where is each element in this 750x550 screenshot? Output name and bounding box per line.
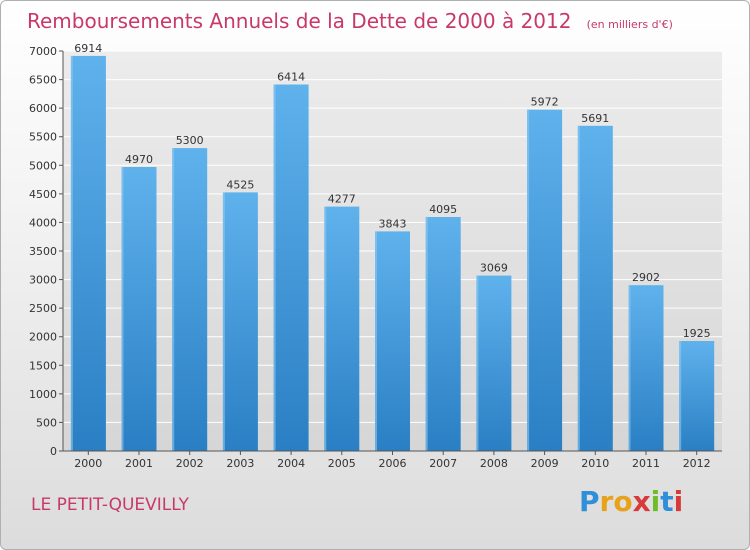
bar-2005 [324,206,360,451]
y-tick-label: 7000 [29,45,57,58]
bars-layer [70,55,715,452]
chart-subtitle: (en milliers d'€) [586,18,673,31]
bar-2004 [273,84,309,451]
y-tick-label: 500 [36,416,57,429]
x-tick-label-2000: 2000 [74,457,102,470]
data-label-2005: 4277 [328,193,356,206]
bar-highlight [628,285,631,451]
data-label-2011: 2902 [632,271,660,284]
bar-highlight [222,192,225,451]
data-label-2003: 4525 [226,178,254,191]
bar-highlight [273,84,276,451]
data-label-2002: 5300 [176,134,204,147]
bar-highlight [527,109,530,451]
x-tick-label-2012: 2012 [683,457,711,470]
bar-2002 [172,148,208,451]
y-tick-label: 0 [50,445,57,458]
bar-highlight [70,55,73,452]
bar-2003 [222,192,258,451]
x-tick-label-2003: 2003 [226,457,254,470]
data-label-2012: 1925 [683,327,711,340]
labels-layer: 0 500 1000 1500 2000 2500 3000 3500 4000 4500 5000… [29,42,711,470]
data-label-2010: 5691 [581,112,609,125]
bar-2009 [527,109,563,451]
bar-2007 [425,217,461,451]
x-tick-label-2009: 2009 [531,457,559,470]
data-label-2007: 4095 [429,203,457,216]
data-label-2009: 5972 [531,96,559,109]
y-tick-label: 4500 [29,188,57,201]
data-label-2004: 6414 [277,71,305,84]
x-tick-label-2002: 2002 [176,457,204,470]
bar-highlight [121,167,124,451]
y-tick-label: 6500 [29,74,57,87]
bar-highlight [375,231,377,451]
x-tick-label-2007: 2007 [429,457,457,470]
title-row: Remboursements Annuels de la Dette de 20… [27,9,673,33]
data-label-2000: 6914 [74,42,102,55]
bar-2001 [121,167,157,451]
y-tick-label: 4000 [29,216,57,229]
bar-highlight [577,125,580,452]
bar-2012 [679,341,715,451]
bar-highlight [476,275,479,451]
x-tick-label-2006: 2006 [379,457,407,470]
y-tick-label: 2000 [29,331,57,344]
bar-highlight [172,148,175,451]
y-tick-label: 1500 [29,359,57,372]
y-tick-label: 3000 [29,274,57,287]
bar-2011 [628,285,664,451]
bar-highlight [324,206,327,451]
y-tick-label: 6000 [29,102,57,115]
bar-2000 [70,55,106,452]
bar-highlight [425,217,428,451]
x-tick-label-2001: 2001 [125,457,153,470]
y-tick-label: 1000 [29,388,57,401]
bar-2006 [375,231,410,451]
data-label-2001: 4970 [125,153,153,166]
x-tick-label-2004: 2004 [277,457,305,470]
data-label-2006: 3843 [379,217,407,230]
data-label-2008: 3069 [480,262,508,275]
y-tick-label: 3500 [29,245,57,258]
bar-2008 [476,275,512,451]
bar-highlight [679,341,682,451]
y-tick-label: 5500 [29,131,57,144]
bar-2010 [577,125,613,452]
y-tick-label: 2500 [29,302,57,315]
chart-title: Remboursements Annuels de la Dette de 20… [27,9,572,33]
x-tick-label-2008: 2008 [480,457,508,470]
x-tick-label-2005: 2005 [328,457,356,470]
commune-name: LE PETIT-QUEVILLY [31,495,189,515]
x-tick-label-2010: 2010 [581,457,609,470]
y-tick-label: 5000 [29,159,57,172]
x-tick-label-2011: 2011 [632,457,660,470]
proxiti-logo: Proxiti [579,485,684,518]
